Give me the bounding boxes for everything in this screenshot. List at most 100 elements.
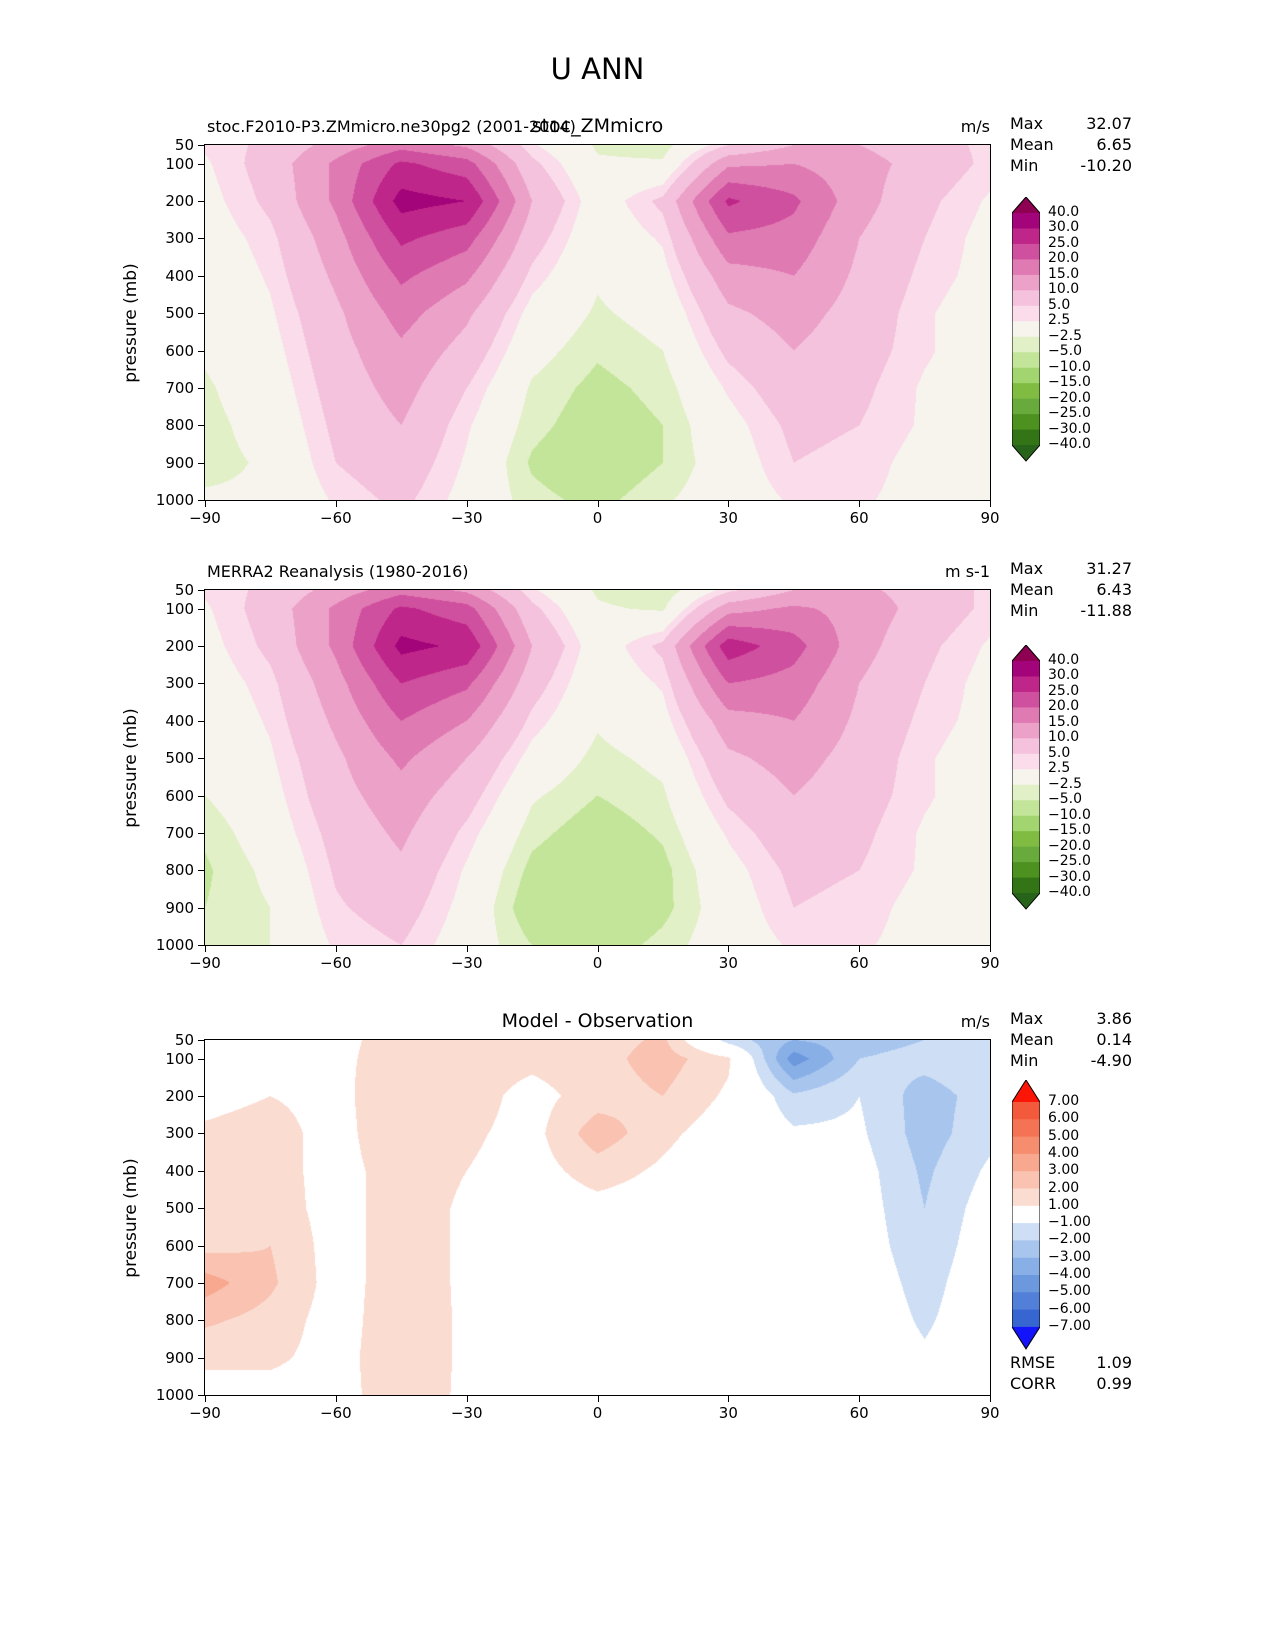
y-tick-label: 300 xyxy=(165,1124,194,1143)
colorbar-tick-label: −2.00 xyxy=(1048,1231,1091,1248)
x-tick-label: 60 xyxy=(849,509,869,527)
y-tick-mark xyxy=(198,1320,204,1322)
colorbar-tick-label: −2.5 xyxy=(1048,327,1082,344)
stat-value: 32.07 xyxy=(1086,114,1132,133)
colorbar-tick-label: 2.5 xyxy=(1048,760,1071,777)
y-tick-label: 1000 xyxy=(155,491,194,509)
x-tick-mark xyxy=(728,501,730,507)
colorbar-tick-label: 30.0 xyxy=(1048,219,1080,236)
y-tick-mark xyxy=(198,1245,204,1247)
x-tick-label: 60 xyxy=(849,954,869,972)
x-tick-label: 30 xyxy=(718,509,738,527)
y-tick-label: 800 xyxy=(165,416,194,435)
colorbar-tick-label: −7.00 xyxy=(1048,1317,1091,1334)
stat-value: 6.65 xyxy=(1096,135,1132,154)
x-tick-label: 0 xyxy=(592,1404,603,1422)
x-tick-mark xyxy=(335,1396,337,1402)
panel2-stats: Max 31.27 Mean 6.43 Min -11.88 xyxy=(1010,558,1132,621)
stat-label: RMSE xyxy=(1010,1353,1056,1372)
panel3-plot-frame xyxy=(204,1039,991,1396)
colorbar-tick-label: 10.0 xyxy=(1048,281,1080,298)
x-tick-mark xyxy=(205,1396,206,1402)
y-tick-label: 100 xyxy=(165,154,194,173)
colorbar-tick-label: −20.0 xyxy=(1048,389,1091,406)
stat-label: CORR xyxy=(1010,1374,1056,1393)
panel1-title-center: stoc_ZMmicro xyxy=(531,115,664,137)
panel1-plot-frame xyxy=(204,144,991,501)
colorbar-tick-label: 20.0 xyxy=(1048,250,1080,267)
colorbar-tick-label: 6.00 xyxy=(1048,1110,1080,1127)
x-tick-label: −90 xyxy=(189,954,221,972)
stat-row: Min -10.20 xyxy=(1010,155,1132,176)
colorbar-tick-label: −5.0 xyxy=(1048,343,1082,360)
colorbar-tick-label: −6.00 xyxy=(1048,1300,1091,1317)
y-tick-mark xyxy=(198,500,204,501)
y-tick-label: 900 xyxy=(165,1348,194,1367)
colorbar-tick-label: 4.00 xyxy=(1048,1144,1080,1161)
y-tick-mark xyxy=(198,462,204,464)
stat-row: Max 3.86 xyxy=(1010,1008,1132,1029)
stat-value: 0.99 xyxy=(1096,1374,1132,1393)
colorbar-tick-label: 1.00 xyxy=(1048,1196,1080,1213)
x-tick-label: −60 xyxy=(320,954,352,972)
colorbar-tick-label: −30.0 xyxy=(1048,420,1091,437)
panel3-units: m/s xyxy=(960,1012,990,1031)
contour-plot-obs xyxy=(205,590,990,945)
y-tick-mark xyxy=(198,795,204,797)
stat-value: -4.90 xyxy=(1090,1051,1132,1070)
stat-value: 1.09 xyxy=(1096,1353,1132,1372)
y-tick-label: 600 xyxy=(165,786,194,805)
x-tick-mark xyxy=(990,946,991,952)
x-tick-mark xyxy=(859,501,861,507)
y-tick-label: 300 xyxy=(165,229,194,248)
colorbar-wind-model xyxy=(1011,196,1041,467)
x-tick-mark xyxy=(466,1396,468,1402)
colorbar-tick-label: −15.0 xyxy=(1048,374,1091,391)
colorbar-tick-label: −20.0 xyxy=(1048,837,1091,854)
x-tick-label: −60 xyxy=(320,1404,352,1422)
colorbar-wind-obs xyxy=(1011,644,1041,915)
stat-row: Max 31.27 xyxy=(1010,558,1132,579)
colorbar-diff xyxy=(1011,1079,1041,1354)
y-tick-label: 600 xyxy=(165,341,194,360)
y-tick-mark xyxy=(198,1282,204,1284)
x-tick-mark xyxy=(859,946,861,952)
x-tick-label: 0 xyxy=(592,509,603,527)
y-tick-mark xyxy=(198,832,204,834)
y-tick-mark xyxy=(198,683,204,685)
stat-label: Min xyxy=(1010,156,1039,175)
stat-row: Max 32.07 xyxy=(1010,113,1132,134)
y-tick-label: 500 xyxy=(165,304,194,323)
y-tick-mark xyxy=(198,1096,204,1098)
y-tick-mark xyxy=(198,1058,204,1060)
y-tick-label: 700 xyxy=(165,1273,194,1292)
x-tick-mark xyxy=(990,1396,991,1402)
x-tick-label: 30 xyxy=(718,954,738,972)
y-tick-label: 50 xyxy=(174,581,194,599)
x-tick-label: −90 xyxy=(189,1404,221,1422)
panel2-plot-frame xyxy=(204,589,991,946)
colorbar-tick-label: 30.0 xyxy=(1048,667,1080,684)
panel3-stats: Max 3.86 Mean 0.14 Min -4.90 xyxy=(1010,1008,1132,1071)
y-tick-label: 100 xyxy=(165,1049,194,1068)
x-tick-mark xyxy=(597,1396,599,1402)
y-tick-mark xyxy=(198,350,204,352)
x-tick-label: 90 xyxy=(980,1404,1000,1422)
colorbar-tick-label: −5.0 xyxy=(1048,791,1082,808)
panel3-title-center: Model - Observation xyxy=(501,1010,694,1032)
stat-value: 3.86 xyxy=(1096,1009,1132,1028)
y-tick-mark xyxy=(198,720,204,722)
y-tick-mark xyxy=(198,1357,204,1359)
y-tick-mark xyxy=(198,387,204,389)
panel2-ylabel: pressure (mb) xyxy=(121,708,141,828)
colorbar-tick-label: −5.00 xyxy=(1048,1283,1091,1300)
colorbar-tick-label: −25.0 xyxy=(1048,853,1091,870)
y-tick-mark xyxy=(198,608,204,610)
y-tick-mark xyxy=(198,1208,204,1210)
colorbar-tick-label: 25.0 xyxy=(1048,234,1080,251)
colorbar-tick-label: −25.0 xyxy=(1048,405,1091,422)
y-tick-mark xyxy=(198,238,204,240)
x-tick-mark xyxy=(205,946,206,952)
panel3-ylabel: pressure (mb) xyxy=(121,1158,141,1278)
stat-label: Min xyxy=(1010,1051,1039,1070)
